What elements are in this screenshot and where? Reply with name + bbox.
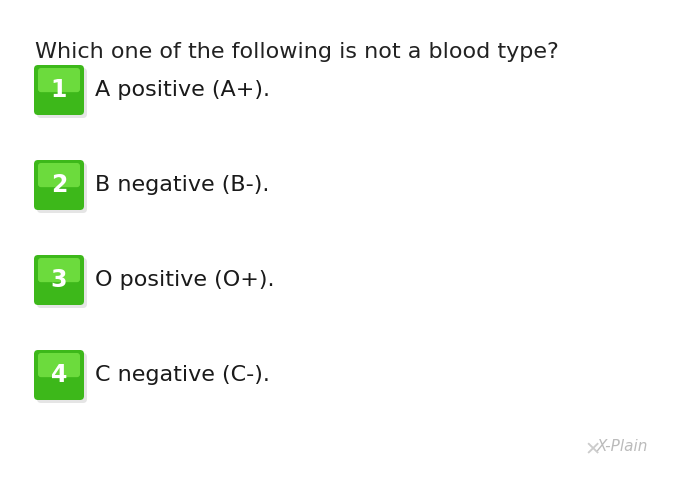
FancyBboxPatch shape xyxy=(37,163,87,213)
Text: A positive (A+).: A positive (A+). xyxy=(95,80,270,100)
Text: 1: 1 xyxy=(51,78,67,102)
FancyBboxPatch shape xyxy=(38,68,80,92)
Text: 4: 4 xyxy=(51,363,67,387)
FancyBboxPatch shape xyxy=(34,65,84,115)
FancyBboxPatch shape xyxy=(38,353,80,377)
Text: O positive (O+).: O positive (O+). xyxy=(95,270,274,290)
Text: B negative (B-).: B negative (B-). xyxy=(95,175,270,195)
FancyBboxPatch shape xyxy=(38,163,80,187)
FancyBboxPatch shape xyxy=(38,258,80,282)
Text: C negative (C-).: C negative (C-). xyxy=(95,365,270,385)
FancyBboxPatch shape xyxy=(37,353,87,403)
Text: 2: 2 xyxy=(51,173,67,197)
FancyBboxPatch shape xyxy=(34,160,84,210)
Text: ✕: ✕ xyxy=(584,441,601,459)
FancyBboxPatch shape xyxy=(37,68,87,118)
Text: Which one of the following is not a blood type?: Which one of the following is not a bloo… xyxy=(35,42,559,62)
Text: 3: 3 xyxy=(50,268,67,292)
FancyBboxPatch shape xyxy=(34,350,84,400)
FancyBboxPatch shape xyxy=(37,258,87,308)
FancyBboxPatch shape xyxy=(34,255,84,305)
Text: X-Plain: X-Plain xyxy=(596,439,648,454)
